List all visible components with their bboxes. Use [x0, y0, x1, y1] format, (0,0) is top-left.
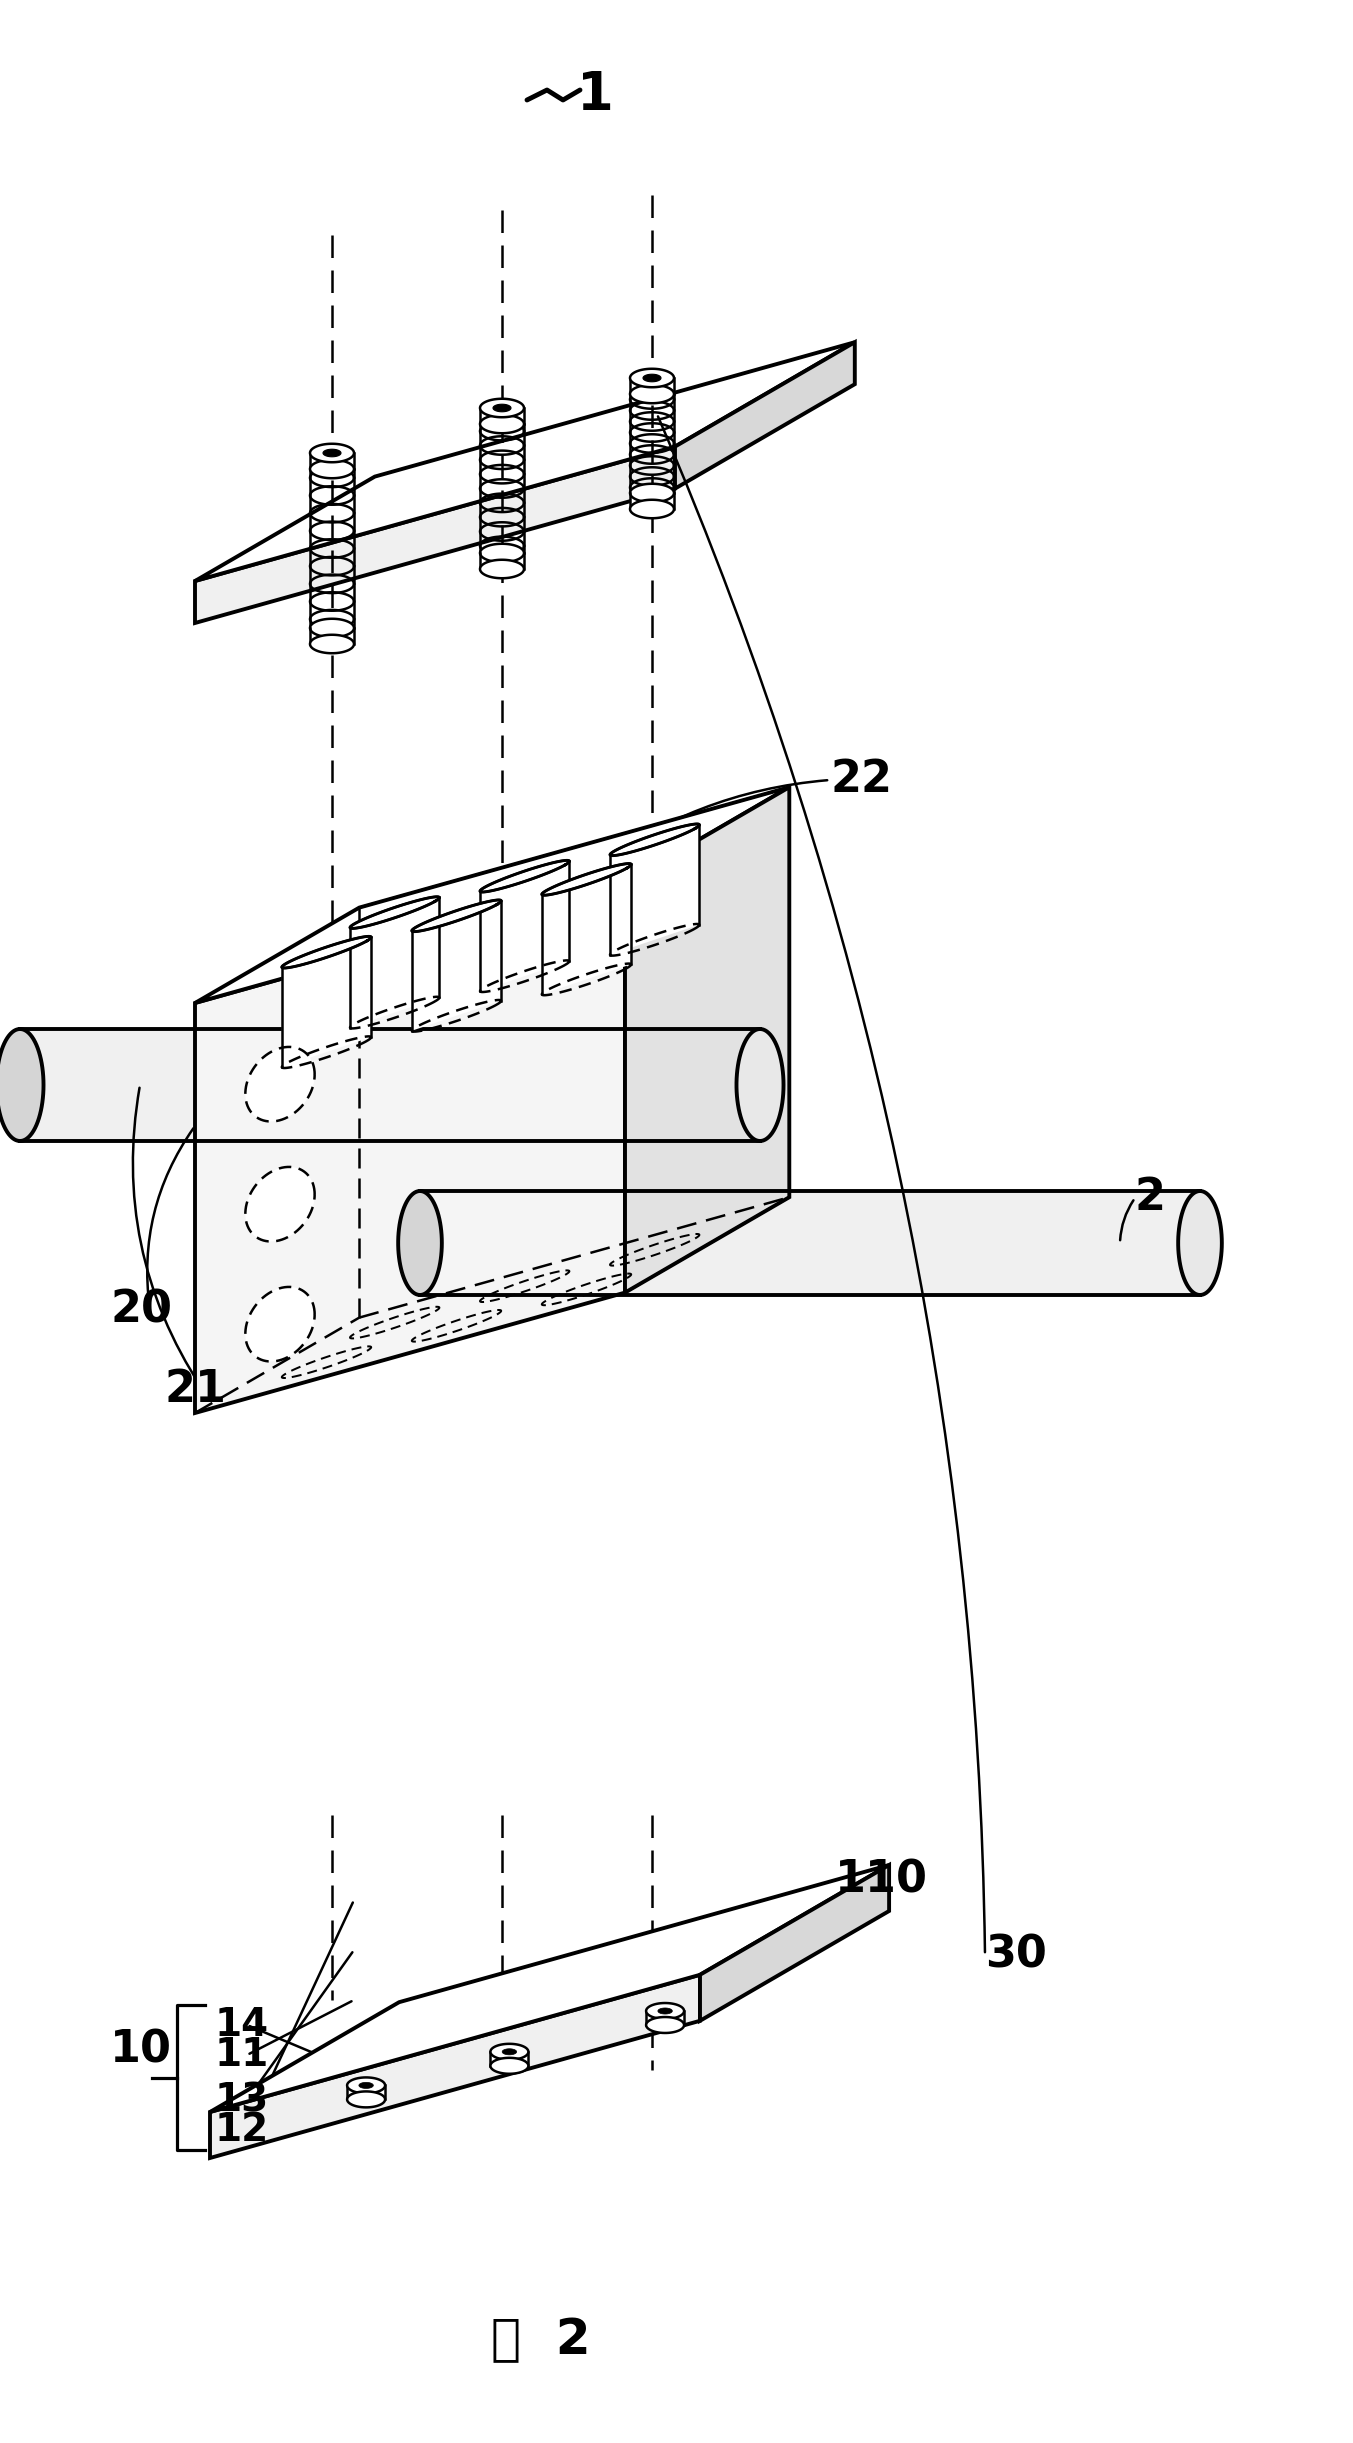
Polygon shape [323, 450, 341, 457]
Polygon shape [398, 1192, 442, 1295]
Text: 2: 2 [1135, 1178, 1166, 1219]
Polygon shape [541, 862, 630, 894]
Polygon shape [245, 1048, 315, 1121]
Polygon shape [658, 2008, 672, 2013]
Polygon shape [630, 493, 674, 508]
Polygon shape [700, 1864, 889, 2020]
Polygon shape [647, 2011, 685, 2025]
Polygon shape [350, 897, 440, 1029]
Polygon shape [1178, 1192, 1222, 1295]
Polygon shape [610, 823, 700, 855]
Polygon shape [480, 860, 570, 992]
Polygon shape [419, 1192, 1200, 1295]
Polygon shape [195, 787, 789, 1004]
Polygon shape [281, 936, 371, 967]
Polygon shape [630, 384, 674, 403]
Polygon shape [480, 398, 524, 418]
Polygon shape [490, 2057, 529, 2074]
Polygon shape [245, 1287, 315, 1361]
Polygon shape [625, 787, 789, 1292]
Text: 12: 12 [215, 2111, 269, 2150]
Polygon shape [359, 2081, 373, 2089]
Text: 10: 10 [110, 2028, 172, 2072]
Polygon shape [195, 882, 625, 1412]
Text: 30: 30 [985, 1932, 1047, 1976]
Text: 20: 20 [110, 1287, 172, 1331]
Polygon shape [630, 484, 674, 503]
Text: 21: 21 [165, 1368, 227, 1412]
Polygon shape [480, 408, 524, 425]
Polygon shape [310, 459, 354, 479]
Polygon shape [348, 2086, 386, 2099]
Polygon shape [541, 865, 630, 994]
Polygon shape [480, 545, 524, 562]
Polygon shape [210, 1974, 700, 2157]
Polygon shape [492, 403, 511, 413]
Polygon shape [195, 342, 855, 581]
Polygon shape [350, 897, 440, 928]
Polygon shape [490, 2052, 529, 2067]
Polygon shape [480, 559, 524, 579]
Polygon shape [245, 1168, 315, 1241]
Text: 11: 11 [215, 2035, 269, 2074]
Text: 1: 1 [576, 68, 613, 122]
Polygon shape [310, 635, 354, 652]
Text: 13: 13 [215, 2081, 269, 2118]
Polygon shape [610, 826, 700, 955]
Text: 22: 22 [829, 757, 892, 801]
Polygon shape [480, 860, 570, 892]
Polygon shape [630, 369, 674, 388]
Polygon shape [675, 342, 855, 489]
Polygon shape [20, 1029, 760, 1141]
Text: 14: 14 [215, 2006, 269, 2045]
Polygon shape [490, 2045, 529, 2059]
Polygon shape [195, 447, 675, 623]
Polygon shape [647, 2018, 685, 2033]
Polygon shape [310, 445, 354, 462]
Polygon shape [736, 1029, 783, 1141]
Polygon shape [480, 552, 524, 569]
Polygon shape [210, 1864, 889, 2113]
Polygon shape [348, 2091, 386, 2108]
Polygon shape [647, 2003, 685, 2018]
Polygon shape [310, 628, 354, 645]
Polygon shape [310, 452, 354, 469]
Text: 图  2: 图 2 [491, 2316, 591, 2365]
Polygon shape [630, 501, 674, 518]
Polygon shape [643, 374, 662, 381]
Polygon shape [310, 618, 354, 638]
Polygon shape [480, 415, 524, 432]
Polygon shape [630, 379, 674, 393]
Polygon shape [348, 2077, 386, 2094]
Polygon shape [411, 901, 501, 1031]
Polygon shape [411, 899, 501, 931]
Polygon shape [281, 938, 371, 1068]
Text: 110: 110 [835, 1859, 928, 1901]
Polygon shape [0, 1029, 43, 1141]
Polygon shape [502, 2050, 517, 2055]
